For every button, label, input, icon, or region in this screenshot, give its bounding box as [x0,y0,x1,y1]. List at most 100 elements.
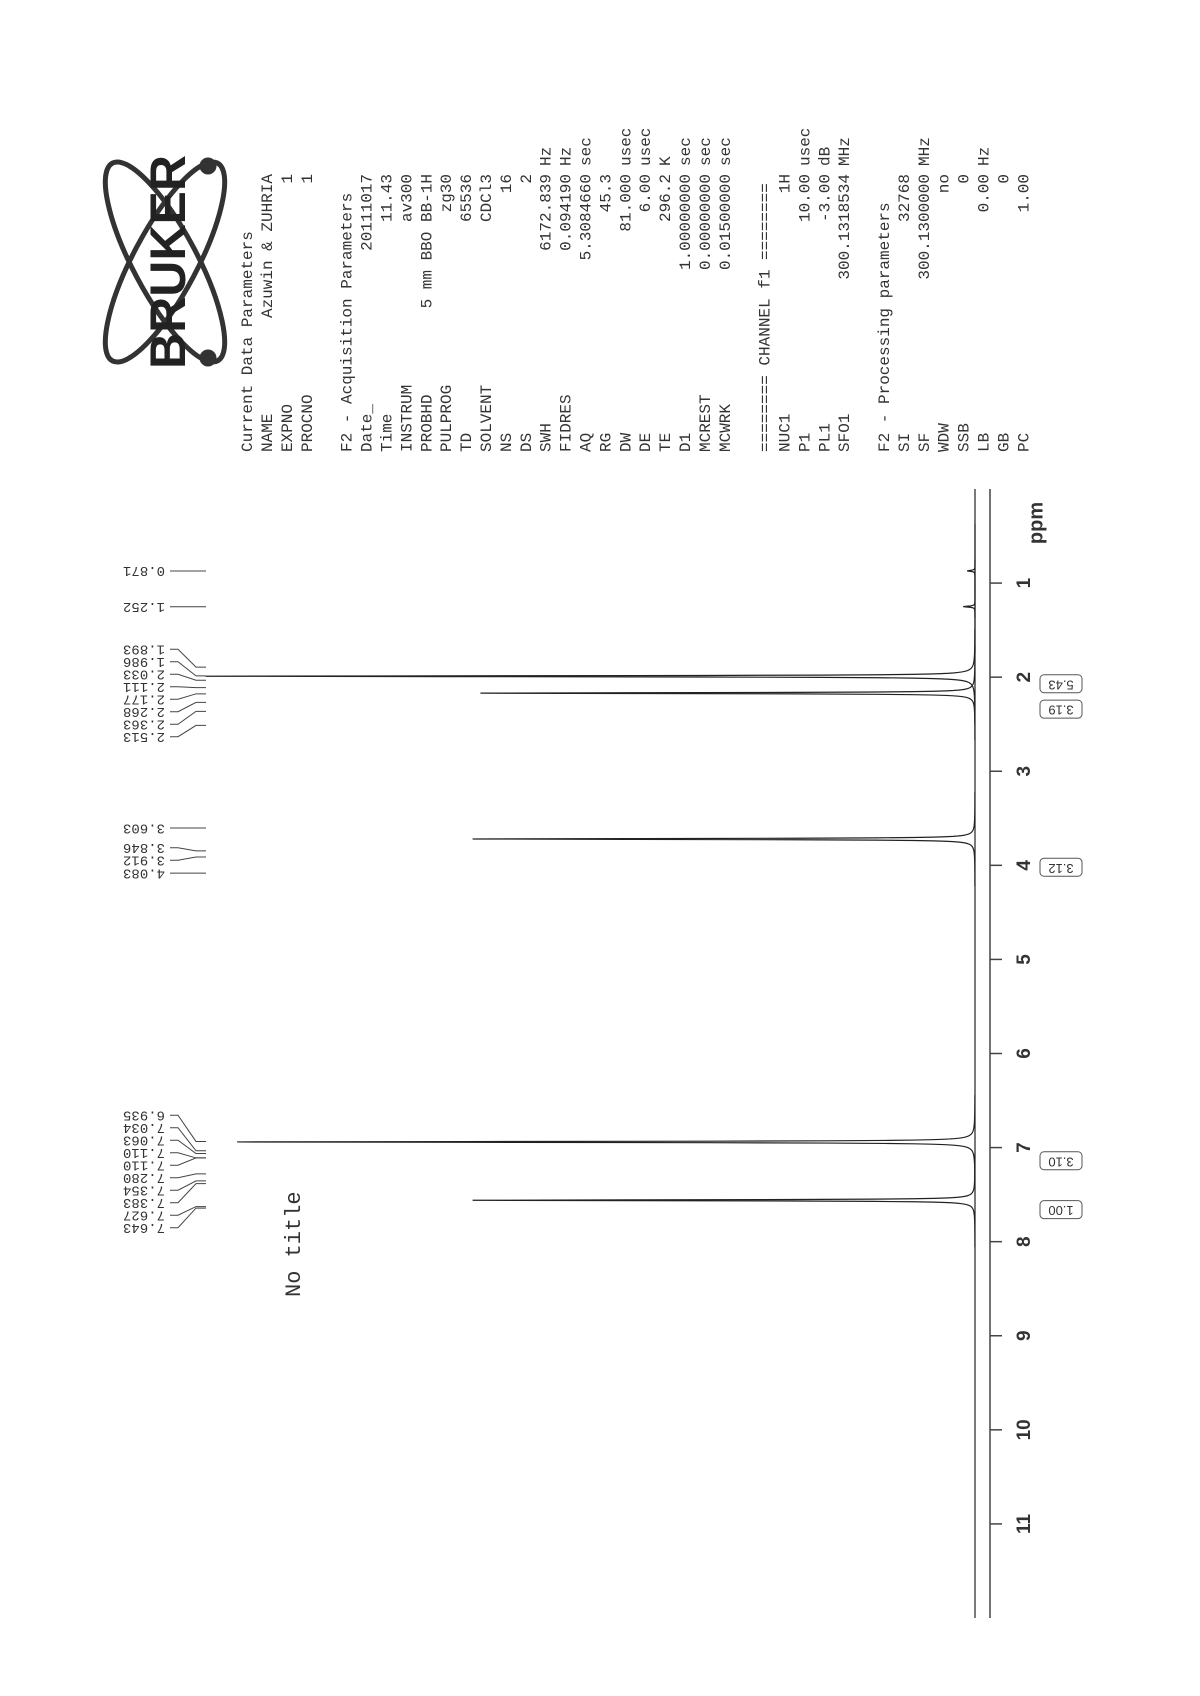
x-tick-label: 2 [1014,672,1035,683]
parameter-value: 5.3084660 [578,174,596,260]
peak-label: 7.034 [123,1119,165,1135]
peak-leader [170,693,206,700]
peak-label: 2.177 [123,691,165,707]
peak-label: 7.280 [123,1169,165,1185]
peak-label: 2.033 [123,666,165,682]
parameter-name: DW [617,432,635,452]
parameter-name: NS [498,433,516,452]
peak [963,559,976,654]
peak-leader [170,847,206,852]
x-axis-label: ppm [1025,502,1047,544]
parameter-name: SWH [538,423,556,452]
logo-dot [199,349,217,367]
parameter-value: 300.1300000 [916,174,934,280]
x-tick-label: 3 [1014,766,1035,777]
peak-label: 3.603 [123,819,165,835]
parameter-unit: sec [697,137,715,166]
peak-label: 2.268 [123,703,165,719]
parameter-value: 65536 [458,174,476,222]
peak-leader [170,1180,206,1191]
integral-label: 5.43 [1048,677,1073,692]
parameter-name: GB [995,433,1013,452]
parameter-name: SFO1 [836,414,854,452]
x-tick-label: 7 [1014,1142,1035,1153]
integral-label: 3.12 [1048,861,1073,876]
peak-leader [170,1152,206,1159]
peak-leader [170,710,206,725]
chart-title: No title [282,1191,307,1297]
peak-label: 7.354 [123,1182,165,1198]
x-tick-label: 11 [1014,1513,1035,1534]
integral-box [1039,674,1083,694]
parameter-name: SSB [956,423,974,452]
peak-leader [170,1139,206,1155]
peak-label: 0.871 [123,562,165,578]
peak-label: 1.893 [123,641,165,657]
peak-leader [170,648,206,668]
x-tick-label: 4 [1014,860,1035,871]
parameter-name: PROCNO [299,394,317,452]
parameter-value: 300.1318534 [836,174,854,280]
integral-label: 3.10 [1048,1154,1073,1169]
parameter-name: PL1 [816,423,834,452]
parameter-value: 1 [279,174,297,184]
parameter-name: DS [518,433,536,452]
parameter-value: 0.00 [976,174,994,212]
parameter-unit: MHz [836,137,854,166]
parameter-section-title: Current Data Parameters [239,231,257,452]
bruker-logo [102,157,228,367]
peak [967,523,976,618]
parameter-value: 1.00 [1015,174,1033,212]
parameter-section-title: ======== CHANNEL f1 ======== [757,183,775,452]
integral-box [1039,1200,1083,1220]
peak-label: 3.846 [123,839,165,855]
parameter-unit: sec [717,137,735,166]
parameter-value: 1 [299,174,317,184]
parameter-name: EXPNO [279,404,297,452]
peak [472,1153,976,1248]
parameter-name: PC [1015,433,1033,452]
parameter-value: 0.00000000 [697,174,715,270]
parameter-unit: Hz [538,147,556,166]
logo-orbit [102,159,228,365]
parameter-value: zg30 [438,174,456,212]
parameter-name: DE [637,433,655,452]
peak-leader [170,724,206,738]
x-tick-label: 10 [1014,1419,1035,1440]
integral-label: 1.00 [1048,1203,1073,1218]
parameter-name: RG [597,433,615,452]
peak-label: 7.063 [123,1132,165,1148]
parameter-name: WDW [936,423,954,452]
parameter-value: 32768 [896,174,914,222]
parameter-unit: Hz [558,147,576,166]
parameter-name: SOLVENT [478,385,496,452]
parameter-unit: K [657,156,675,166]
parameter-value: 16 [498,174,516,193]
parameter-value: CDCl3 [478,174,496,222]
parameter-value: 81.000 [617,174,635,232]
parameter-name: FIDRES [558,394,576,452]
parameter-value: 45.3 [597,174,615,212]
integral-box [1039,699,1083,719]
peak-leader [170,661,206,677]
parameter-unit: sec [677,137,695,166]
peak-label: 1.986 [123,653,165,669]
peak [237,1094,976,1189]
parameter-value: 0.094190 [558,174,576,251]
parameter-value: 1.00000000 [677,174,695,270]
parameter-unit: usec [637,128,655,166]
parameter-section-title: F2 - Acquisition Parameters [339,193,357,452]
integral-box [1039,857,1083,877]
parameter-unit: MHz [916,137,934,166]
peak-leader [170,1183,206,1204]
parameter-name: TD [458,433,476,452]
peak-label: 4.083 [123,864,165,880]
parameter-value: 20111017 [359,174,377,251]
peak-label: 2.111 [123,678,165,694]
x-tick-label: 6 [1014,1048,1035,1059]
peak [205,629,976,724]
logo-text: BRUKER [140,155,196,369]
parameter-name: Time [379,414,397,452]
